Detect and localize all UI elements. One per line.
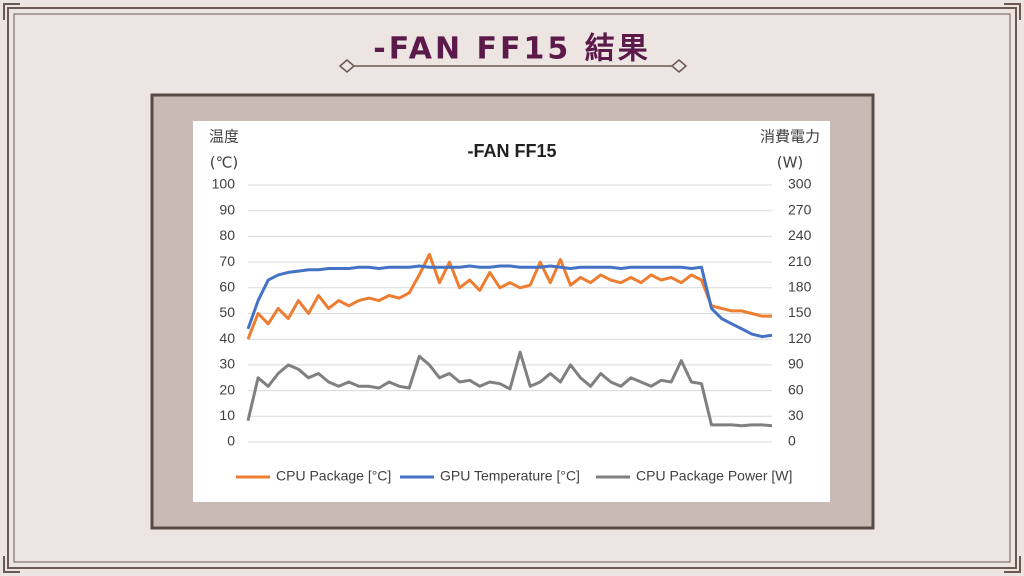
y2-tick-label: 30 bbox=[788, 407, 804, 423]
series-line bbox=[246, 350, 773, 428]
y-tick-label: 20 bbox=[219, 381, 235, 397]
legend-label: GPU Temperature [°C] bbox=[440, 468, 580, 484]
y-tick-label: 80 bbox=[219, 227, 235, 243]
y-tick-label: 0 bbox=[227, 433, 235, 449]
y-tick-label: 10 bbox=[219, 407, 235, 423]
y2-tick-label: 270 bbox=[788, 201, 812, 217]
y-tick-label: 70 bbox=[219, 253, 235, 269]
legend-label: CPU Package Power [W] bbox=[636, 468, 792, 484]
y2-tick-label: 300 bbox=[788, 176, 812, 192]
y-tick-label: 60 bbox=[219, 279, 235, 295]
y2-tick-label: 180 bbox=[788, 279, 812, 295]
y-axis-unit: (℃) bbox=[210, 154, 239, 172]
y2-tick-label: 90 bbox=[788, 356, 804, 372]
y2-tick-label: 210 bbox=[788, 253, 812, 269]
y2-tick-label: 240 bbox=[788, 227, 812, 243]
legend-label: CPU Package [°C] bbox=[276, 468, 391, 484]
y-tick-label: 50 bbox=[219, 304, 235, 320]
y-tick-label: 30 bbox=[219, 356, 235, 372]
y2-tick-label: 60 bbox=[788, 381, 804, 397]
slide-title: -FAN FF15 結果 bbox=[373, 32, 650, 67]
y-axis-title: 温度 bbox=[209, 128, 239, 146]
title-underline bbox=[338, 59, 688, 73]
chart-title: -FAN FF15 bbox=[467, 141, 556, 161]
y2-tick-label: 120 bbox=[788, 330, 812, 346]
y2-axis-unit: (W) bbox=[777, 154, 804, 172]
frame-decor bbox=[3, 3, 1021, 573]
y-tick-label: 90 bbox=[219, 201, 235, 217]
y2-tick-label: 150 bbox=[788, 304, 812, 320]
y-tick-label: 40 bbox=[219, 330, 235, 346]
series-line bbox=[246, 264, 773, 339]
y-tick-label: 100 bbox=[212, 176, 236, 192]
y2-axis-title: 消費電力 bbox=[760, 128, 820, 146]
series-line bbox=[246, 252, 772, 340]
y2-tick-label: 0 bbox=[788, 433, 796, 449]
